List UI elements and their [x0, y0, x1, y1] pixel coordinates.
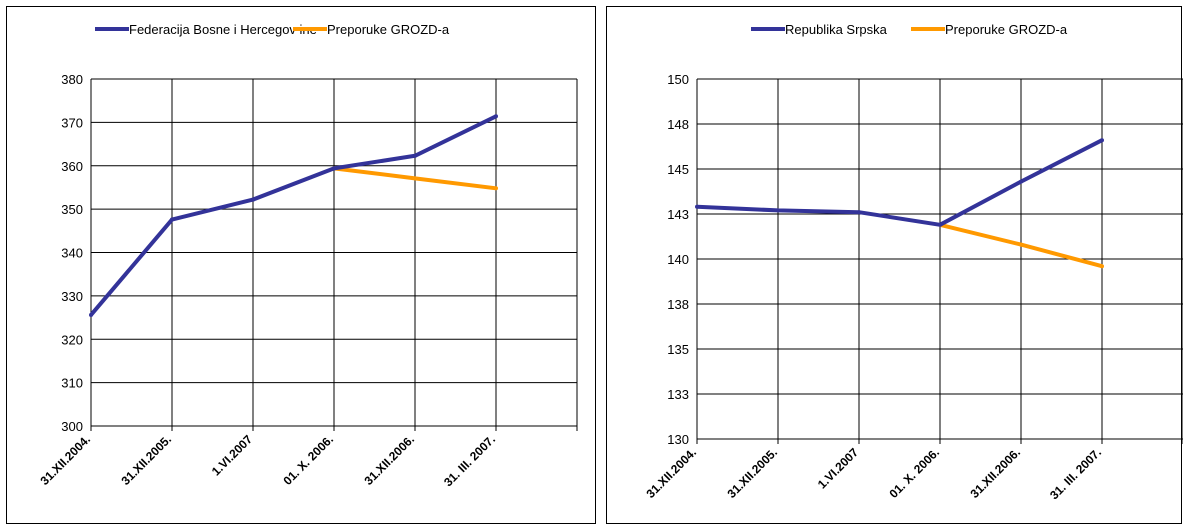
y-tick-label: 320: [61, 332, 83, 347]
y-tick-label: 380: [61, 72, 83, 87]
y-tick-label: 143: [667, 207, 689, 222]
data-point-grozd: [413, 176, 417, 181]
y-tick-label: 330: [61, 289, 83, 304]
chart-federacija: 300 310 320 330 340 350 360 370 380 31.XII.2004. 3…: [37, 22, 578, 489]
data-point-main: [494, 114, 498, 119]
x-tick-label: 31.XII.2006.: [361, 432, 417, 488]
x-tick-label: 31. III. 2007.: [441, 432, 498, 489]
legend-label: Republika Srpska: [785, 22, 888, 37]
data-point-main: [89, 312, 93, 317]
data-point-main: [413, 153, 417, 158]
data-point-main: [1100, 138, 1104, 143]
y-tick-label: 300: [61, 419, 83, 434]
y-tick-label: 145: [667, 162, 689, 177]
x-tick-label: 31.XII.2005.: [118, 432, 174, 488]
data-point-main: [332, 166, 336, 171]
y-tick-label: 350: [61, 202, 83, 217]
x-tick-label: 31.XII.2004.: [37, 432, 93, 488]
x-tick-label: 31.XII.2006.: [967, 445, 1023, 501]
data-point-main: [857, 210, 861, 215]
chart-panel-federacija: 300 310 320 330 340 350 360 370 380 31.XII.2004. 3…: [6, 6, 596, 524]
y-tick-label: 140: [667, 252, 689, 267]
y-tick-label: 135: [667, 342, 689, 357]
data-point-main: [170, 217, 174, 222]
legend-label: Preporuke GROZD-a: [945, 22, 1068, 37]
y-tick-label: 138: [667, 297, 689, 312]
x-tick-label: 1.VI.2007: [209, 432, 255, 478]
data-point-main: [1019, 179, 1023, 184]
legend-label: Federacija Bosne i Hercegov ine: [129, 22, 317, 37]
x-tick-label: 1.VI.2007: [815, 445, 861, 491]
y-tick-label: 370: [61, 115, 83, 130]
y-tick-label: 310: [61, 376, 83, 391]
chart-panel-republika-srpska: 130 133 135 138 140 143 145 148 150 31.XII.2004. 3…: [606, 6, 1183, 524]
data-point-grozd: [1100, 264, 1104, 269]
chart-republika-srpska: 130 133 135 138 140 143 145 148 150 31.XII.2004. 3…: [643, 22, 1183, 502]
series-line-main: [89, 114, 497, 317]
y-tick-label: 340: [61, 246, 83, 261]
y-tick-label: 360: [61, 159, 83, 174]
data-point-main: [251, 197, 255, 202]
series-line-main: [696, 138, 1103, 227]
legend-label: Preporuke GROZD-a: [327, 22, 450, 37]
x-tick-label: 01. X. 2006.: [886, 445, 942, 501]
data-point-main: [776, 208, 780, 213]
y-tick-label: 150: [667, 72, 689, 87]
x-tick-label: 31. III. 2007.: [1047, 445, 1104, 502]
x-tick-label: 01. X. 2006.: [280, 432, 336, 488]
x-tick-label: 31.XII.2005.: [724, 445, 780, 501]
y-tick-label: 130: [667, 432, 689, 447]
y-tick-label: 148: [667, 117, 689, 132]
x-tick-label: 31.XII.2004.: [643, 445, 699, 501]
y-tick-label: 133: [667, 387, 689, 402]
data-point-grozd: [494, 186, 498, 191]
data-point-grozd: [1019, 242, 1023, 247]
data-point-main: [695, 204, 699, 209]
data-point-main: [938, 222, 942, 227]
